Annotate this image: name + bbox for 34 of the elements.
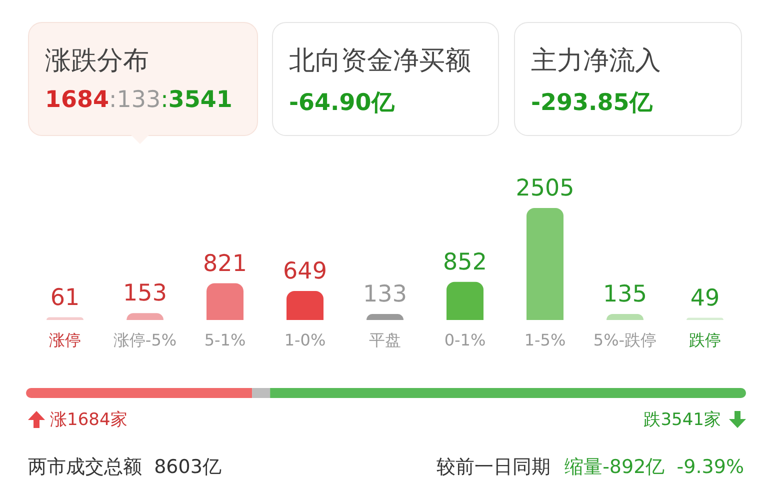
bar	[286, 290, 324, 320]
bar	[206, 283, 244, 320]
text: -64.90亿	[289, 89, 394, 118]
text: 北向资金净买额	[289, 45, 471, 78]
data-label: 61	[50, 284, 80, 311]
data-label: 821	[203, 250, 247, 277]
x-tick-label: 涨停	[49, 330, 81, 350]
x-tick-label: 5%-跌停	[593, 330, 657, 350]
text: -293.85亿	[531, 89, 652, 118]
bar	[446, 282, 484, 320]
data-label: 2505	[516, 176, 574, 202]
data-label: 852	[443, 249, 487, 276]
data-label: 49	[690, 285, 720, 312]
x-tick-label: 跌停	[689, 330, 721, 350]
data-label: 133	[363, 282, 407, 308]
x-tick-label: 1-5%	[524, 330, 566, 350]
text: 主力净流入	[531, 45, 661, 78]
text: 跌3541家	[644, 409, 721, 431]
data-label: 649	[283, 258, 327, 284]
bar	[526, 208, 564, 320]
text: 缩量-892亿 -9.39%	[564, 455, 744, 480]
text: 1684:133:3541	[45, 87, 232, 113]
data-label: 153	[123, 280, 167, 307]
x-tick-label: 1-0%	[284, 330, 326, 350]
text: 较前一日同期	[436, 455, 551, 480]
x-tick-label: 0-1%	[444, 330, 486, 350]
text: 涨跌分布	[45, 45, 149, 78]
x-tick-label: 5-1%	[204, 330, 246, 350]
text: 涨1684家	[50, 409, 128, 431]
bar	[46, 317, 84, 320]
data-label: 135	[603, 281, 647, 308]
text: 两市成交总额 8603亿	[28, 455, 222, 480]
x-tick-label: 平盘	[369, 330, 401, 350]
x-tick-label: 涨停-5%	[113, 330, 177, 350]
